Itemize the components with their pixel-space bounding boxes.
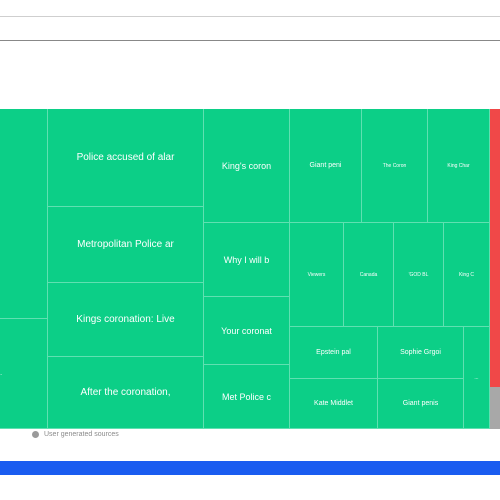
- filter-bar-top: [0, 40, 500, 41]
- treemap-tile[interactable]: Epstein pal: [290, 327, 378, 379]
- footer-bar: [0, 461, 500, 475]
- gray-category-strip[interactable]: [490, 387, 500, 429]
- treemap: ... Police accused of alar Metropolitan …: [0, 109, 500, 429]
- treemap-tile[interactable]: Sophie Grgoi: [378, 327, 464, 379]
- treemap-tile[interactable]: Police accused of alar: [48, 109, 204, 207]
- treemap-tile[interactable]: Why I will b: [204, 223, 290, 297]
- treemap-tile[interactable]: Kings coronation: Live: [48, 283, 204, 357]
- treemap-tile[interactable]: 'GOD BL: [394, 223, 444, 327]
- legend-label: User generated sources: [44, 431, 119, 438]
- treemap-tile[interactable]: Canada: [344, 223, 394, 327]
- treemap-tile[interactable]: Kate Middlet: [290, 379, 378, 429]
- treemap-tile[interactable]: Metropolitan Police ar: [48, 207, 204, 283]
- treemap-tile[interactable]: ...: [0, 319, 48, 429]
- top-divider: [0, 16, 500, 17]
- legend-dot-icon: [32, 431, 39, 438]
- legend: User generated sources: [32, 431, 119, 438]
- treemap-tile[interactable]: Your coronat: [204, 297, 290, 365]
- treemap-tile[interactable]: After the coronation,: [48, 357, 204, 429]
- treemap-tile[interactable]: Met Police c: [204, 365, 290, 429]
- treemap-tile[interactable]: Giant peni: [290, 109, 362, 223]
- treemap-tile[interactable]: King Char: [428, 109, 490, 223]
- treemap-tile[interactable]: Viewers: [290, 223, 344, 327]
- treemap-tile[interactable]: The Coron: [362, 109, 428, 223]
- treemap-tile[interactable]: [0, 109, 48, 319]
- treemap-tile[interactable]: ...: [464, 327, 490, 429]
- treemap-tile[interactable]: King C: [444, 223, 490, 327]
- treemap-tile[interactable]: King's coron: [204, 109, 290, 223]
- treemap-tile[interactable]: Giant penis: [378, 379, 464, 429]
- red-category-strip[interactable]: [490, 109, 500, 387]
